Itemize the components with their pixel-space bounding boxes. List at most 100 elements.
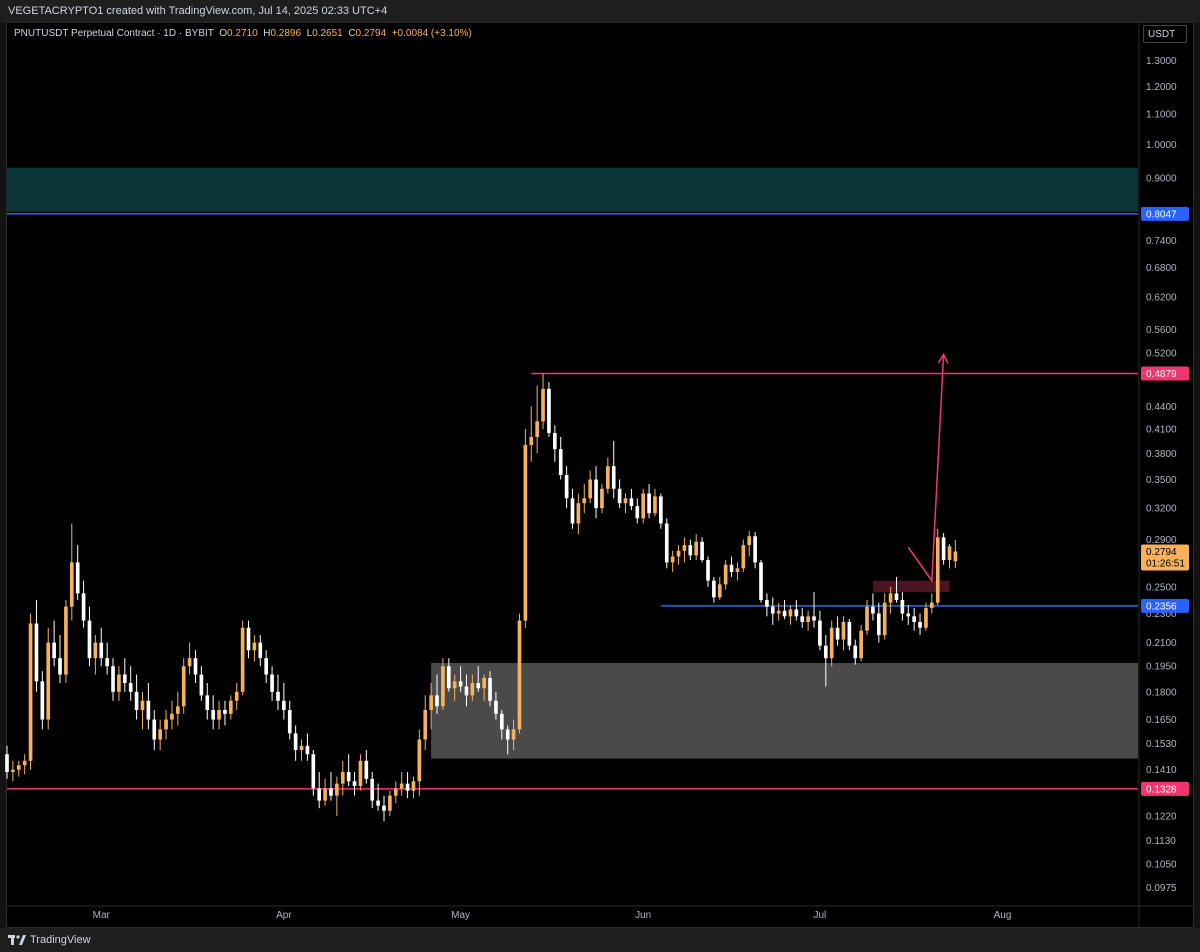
candle-body — [871, 606, 875, 614]
candle-body — [158, 729, 162, 740]
candle-body — [81, 593, 86, 621]
candle-body — [240, 627, 245, 692]
candle-body — [441, 666, 445, 707]
candle-body — [606, 466, 610, 489]
candle-body — [653, 496, 657, 514]
candle-body — [299, 745, 304, 750]
time-tick-label: Jun — [635, 910, 651, 921]
candle-body — [258, 642, 263, 659]
candle-body — [829, 627, 834, 659]
candle-body — [482, 677, 486, 689]
tradingview-logo[interactable]: TradingView — [8, 928, 91, 952]
candle-body — [458, 681, 463, 687]
candle-body — [941, 537, 946, 561]
time-tick-label: Aug — [994, 910, 1012, 921]
candle-body — [87, 620, 92, 659]
candle-body — [52, 642, 56, 659]
time-tick-label: May — [451, 910, 470, 921]
level-badge-label: 0.8047 — [1146, 209, 1177, 220]
candle-body — [411, 781, 416, 791]
candle-body — [511, 729, 516, 740]
candle-body — [22, 760, 27, 766]
candle-body — [759, 562, 763, 600]
candle-body — [264, 658, 269, 675]
price-tick-label: 0.5200 — [1146, 349, 1177, 360]
candle-body — [800, 616, 805, 622]
currency-selector[interactable]: USDT — [1143, 25, 1187, 43]
candle-body — [765, 599, 769, 607]
candle-body — [358, 760, 363, 786]
candle-body — [729, 564, 734, 572]
chart-credit-bar: VEGETACRYPTO1 created with TradingView.c… — [0, 0, 1200, 22]
candle-body — [935, 537, 940, 603]
candle-body — [311, 754, 316, 789]
candle-body — [181, 666, 186, 707]
candle-body — [794, 609, 799, 617]
candle-body — [488, 677, 492, 701]
candle-body — [217, 710, 221, 720]
candle-body — [5, 754, 9, 772]
legend-open-label: O — [219, 28, 228, 39]
candle-body — [140, 700, 145, 711]
candle-body — [723, 564, 728, 585]
candle-body — [535, 421, 539, 437]
candle-body — [930, 602, 934, 609]
level-badge-0.8047: 0.8047 — [1141, 206, 1189, 221]
time-tick-label: Apr — [276, 910, 292, 921]
candle-body — [505, 729, 510, 740]
candle-body — [558, 449, 563, 476]
candle-body — [446, 666, 451, 689]
candle-body — [641, 493, 646, 519]
candle-body — [564, 475, 569, 499]
candle-body — [664, 523, 669, 563]
candle-body — [741, 545, 746, 569]
candle-body — [199, 674, 204, 696]
candle-body — [788, 609, 793, 617]
price-tick-label: 0.1130 — [1146, 836, 1176, 847]
chart-credit: VEGETACRYPTO1 created with TradingView.c… — [8, 5, 388, 17]
legend-low: 0.2651 — [312, 28, 343, 39]
candle-body — [647, 493, 651, 514]
price-tick-label: 0.3500 — [1146, 475, 1177, 486]
candle-body — [134, 691, 139, 711]
candle-body — [953, 551, 958, 562]
legend-change: +0.0084 (+3.10%) — [391, 28, 472, 39]
price-tick-label: 0.3800 — [1146, 449, 1177, 460]
price-tick-label: 0.2500 — [1146, 582, 1177, 593]
symbol-legend: PNUTUSDT Perpetual Contract · 1D · BYBIT… — [14, 28, 472, 39]
candle-body — [187, 658, 192, 667]
candle-body — [547, 388, 551, 433]
candle-body — [570, 498, 575, 524]
candle-body — [429, 695, 433, 711]
candle-body — [16, 765, 21, 770]
candle-body — [423, 710, 428, 740]
candle-body — [117, 674, 121, 692]
price-tick-label: 0.4400 — [1146, 402, 1177, 413]
legend-close-label: C — [348, 28, 356, 39]
candle-body — [128, 683, 133, 692]
price-tick-label: 0.6200 — [1146, 293, 1177, 304]
candle-body — [717, 584, 722, 598]
candle-body — [193, 658, 198, 675]
candle-body — [293, 733, 298, 750]
candle-body — [11, 769, 15, 772]
candle-body — [393, 788, 398, 796]
candle-body — [865, 606, 869, 631]
candle-body — [388, 795, 392, 811]
candle-body — [600, 488, 604, 509]
candle-body — [776, 610, 781, 614]
candle-body — [170, 713, 174, 720]
candle-body — [176, 706, 180, 714]
candle-body — [270, 674, 274, 692]
time-tick-label: Mar — [93, 910, 111, 921]
candle-body — [753, 536, 757, 563]
price-tick-label: 0.1650 — [1146, 715, 1177, 726]
last-price-label: 0.2794 — [1146, 547, 1177, 558]
legend-symbol: PNUTUSDT Perpetual Contract · 1D · BYBIT — [14, 28, 214, 39]
candle-body — [34, 623, 39, 682]
candle-body — [211, 710, 215, 720]
candle-body — [859, 630, 863, 659]
candle-body — [841, 621, 846, 640]
price-tick-label: 0.1530 — [1146, 739, 1177, 750]
